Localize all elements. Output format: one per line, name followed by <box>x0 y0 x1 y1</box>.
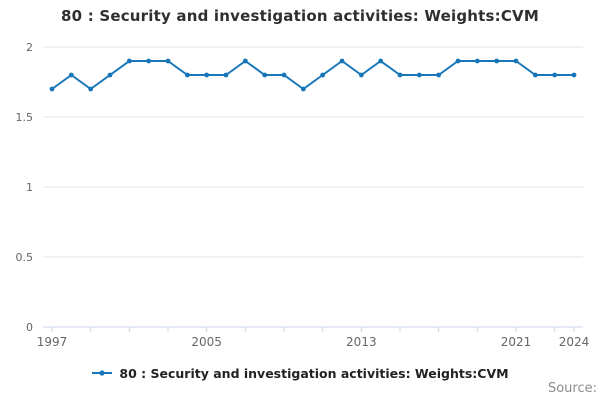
data-point[interactable] <box>49 86 55 92</box>
data-point[interactable] <box>436 72 442 78</box>
data-point[interactable] <box>68 72 74 78</box>
x-axis-label: 1997 <box>37 335 68 349</box>
y-axis-label: 1 <box>26 181 33 194</box>
legend-item[interactable]: 80 : Security and investigation activiti… <box>0 364 600 382</box>
y-axis-label: 2 <box>26 41 33 54</box>
data-point[interactable] <box>532 72 538 78</box>
chart-title: 80 : Security and investigation activiti… <box>61 7 539 25</box>
data-point[interactable] <box>223 72 229 78</box>
legend-line-marker-icon <box>92 370 113 376</box>
y-axis-label: 1.5 <box>16 111 34 124</box>
data-point[interactable] <box>281 72 287 78</box>
data-point[interactable] <box>494 58 500 64</box>
legend-label: 80 : Security and investigation activiti… <box>119 365 509 381</box>
source-text: Source: <box>547 381 597 396</box>
data-point[interactable] <box>88 86 94 92</box>
data-point[interactable] <box>165 58 171 64</box>
series-line <box>51 60 575 90</box>
data-point[interactable] <box>474 58 480 64</box>
data-point[interactable] <box>300 86 306 92</box>
data-point[interactable] <box>320 72 326 78</box>
x-axis-label: 2005 <box>191 335 222 349</box>
data-point[interactable] <box>571 72 577 78</box>
data-point[interactable] <box>126 58 132 64</box>
data-point[interactable] <box>397 72 403 78</box>
data-point[interactable] <box>513 58 519 64</box>
data-point[interactable] <box>262 72 268 78</box>
x-axis-label: 2013 <box>346 335 377 349</box>
data-point[interactable] <box>552 72 558 78</box>
data-point[interactable] <box>204 72 210 78</box>
data-point[interactable] <box>146 58 152 64</box>
data-point[interactable] <box>416 72 422 78</box>
y-axis-label: 0.5 <box>16 251 34 264</box>
data-point[interactable] <box>455 58 461 64</box>
data-point[interactable] <box>339 58 345 64</box>
data-point[interactable] <box>184 72 190 78</box>
plot-area: 0 0.5 1 1.5 2 1997 2005 2013 2021 2024 <box>16 41 590 349</box>
data-point[interactable] <box>358 72 364 78</box>
data-point[interactable] <box>242 58 248 64</box>
x-axis-label: 2024 <box>559 335 590 349</box>
x-axis-label: 2021 <box>501 335 532 349</box>
data-point[interactable] <box>107 72 113 78</box>
data-point[interactable] <box>378 58 384 64</box>
y-axis-label: 0 <box>26 321 33 334</box>
